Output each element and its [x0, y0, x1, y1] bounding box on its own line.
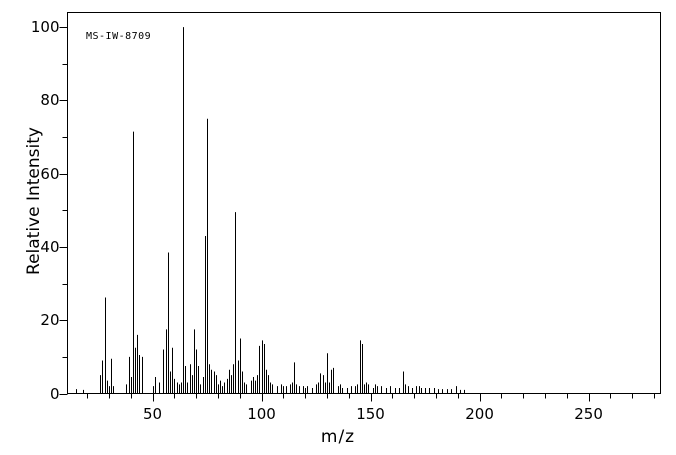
x-tick-label-150: 150 — [356, 404, 385, 423]
y-axis-title: Relative Intensity — [24, 127, 44, 275]
y-tick-label-60: 60 — [40, 164, 60, 183]
plot-frame — [67, 12, 661, 394]
sample-id-label: MS-IW-8709 — [86, 31, 152, 42]
x-axis-title: m/z — [0, 427, 676, 447]
x-axis-title-text: m/z — [320, 427, 356, 447]
y-tick-label-40: 40 — [40, 237, 60, 256]
x-tick-label-100: 100 — [247, 404, 276, 423]
y-tick-label-0: 0 — [49, 384, 60, 403]
x-tick-label-200: 200 — [465, 404, 494, 423]
y-tick-label-80: 80 — [40, 91, 60, 110]
y-tick-label-100: 100 — [30, 18, 60, 37]
x-axis-ticks — [87, 393, 655, 402]
y-tick-label-20: 20 — [40, 311, 60, 330]
x-tick-label-50: 50 — [142, 404, 163, 423]
x-tick-label-250: 250 — [574, 404, 603, 423]
